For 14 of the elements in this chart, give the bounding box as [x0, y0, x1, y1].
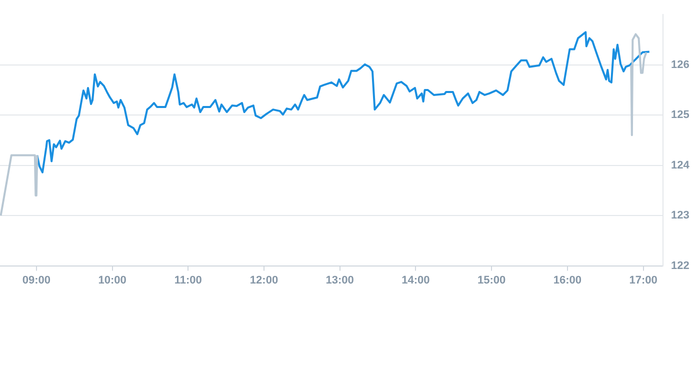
y-tick-label: 125	[671, 109, 690, 122]
y-tick-label: 126	[671, 58, 690, 71]
x-tick-label: 09:00	[22, 274, 50, 286]
x-tick-label: 12:00	[250, 274, 278, 286]
x-tick-label: 17:00	[629, 274, 658, 286]
x-tick-label: 16:00	[553, 274, 582, 286]
x-tick-label: 14:00	[402, 274, 430, 286]
x-tick-label: 13:00	[326, 274, 354, 286]
y-tick-label: 123	[671, 210, 690, 222]
x-tick-label: 15:00	[477, 274, 506, 286]
y-tick-label: 124	[671, 159, 690, 172]
x-tick-label: 10:00	[98, 274, 126, 286]
x-tick-label: 11:00	[174, 274, 202, 286]
y-tick-label: 122	[671, 260, 690, 272]
